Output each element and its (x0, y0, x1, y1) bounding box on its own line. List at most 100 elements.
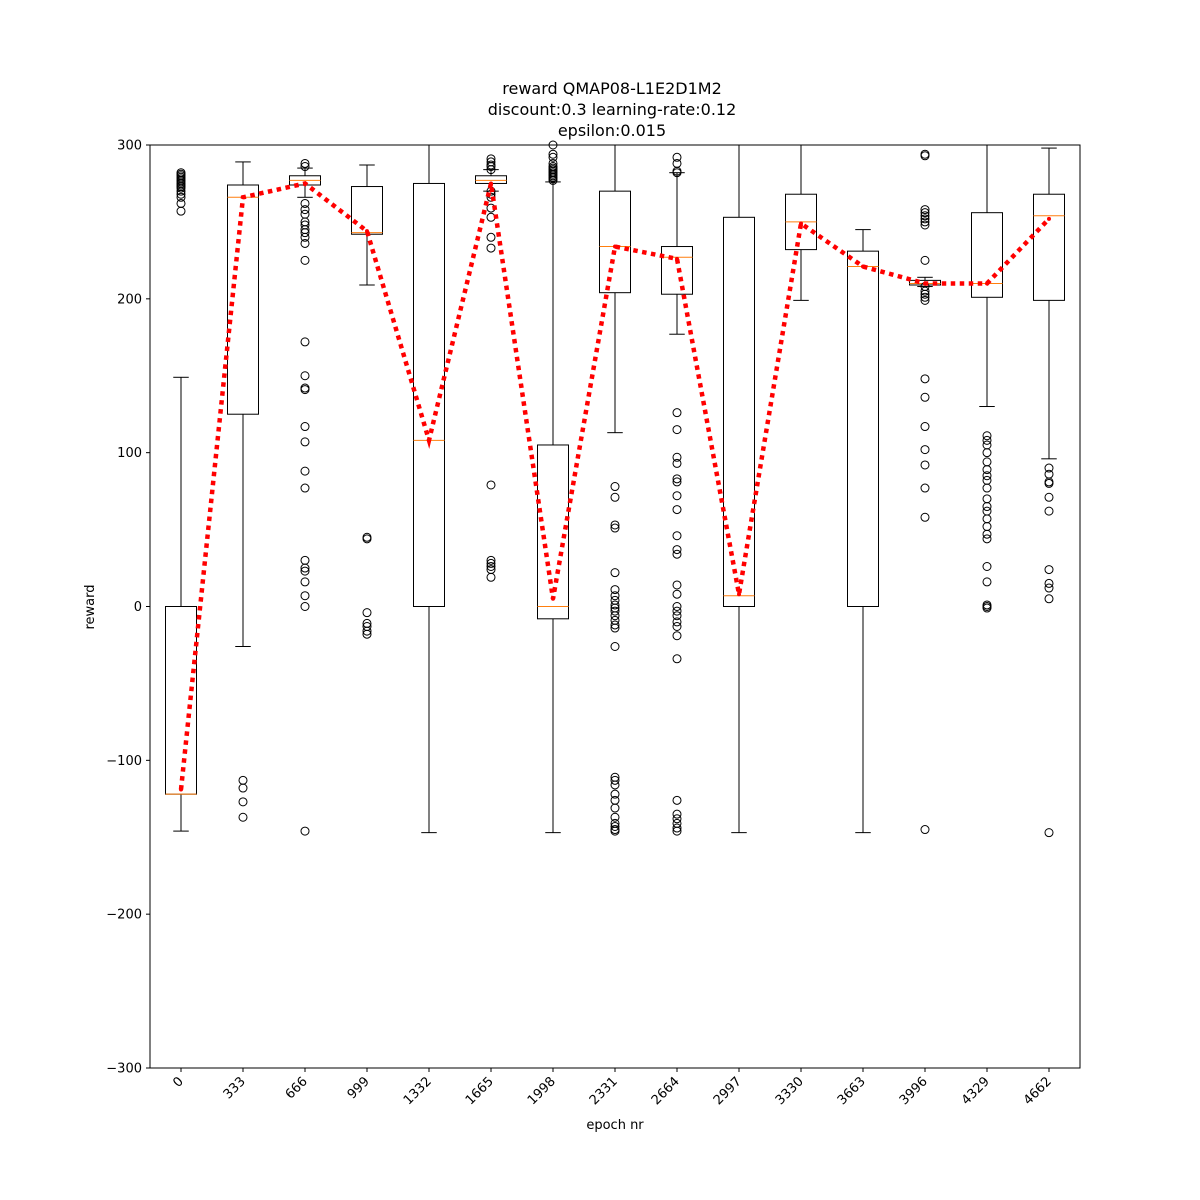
flier-point (610, 826, 620, 836)
flier-point (362, 534, 372, 544)
flier-point (672, 654, 682, 664)
flier-point (1044, 478, 1054, 488)
y-tick-label: 200 (117, 292, 142, 307)
flier-point (672, 474, 682, 484)
flier-point (1044, 578, 1054, 588)
flier-point (300, 437, 310, 447)
flier-point (672, 168, 682, 178)
mean-point (737, 592, 741, 597)
flier-point (610, 641, 620, 651)
flier-point (300, 162, 310, 172)
flier-point (300, 566, 310, 576)
mean-point (303, 181, 307, 186)
flier-point (920, 286, 930, 296)
mean-point (613, 244, 617, 249)
flier-point (300, 205, 310, 215)
flier-point (238, 797, 248, 807)
flier-point (1044, 565, 1054, 575)
flier-point (672, 452, 682, 462)
flier-point (548, 149, 558, 159)
mean-point (861, 264, 865, 269)
flier-point (610, 606, 620, 616)
flier-point (300, 422, 310, 432)
flier-point (300, 591, 310, 601)
flier-point (672, 580, 682, 590)
box-iqr (599, 190, 631, 294)
box-iqr (1033, 193, 1065, 301)
flier-point (610, 620, 620, 630)
flier-point (238, 783, 248, 793)
flier-point (300, 385, 310, 395)
mean-point (241, 195, 245, 200)
flier-point (920, 512, 930, 522)
chart-title: reward QMAP08-L1E2D1M2 discount:0.3 lear… (488, 79, 737, 140)
flier-point (610, 780, 620, 790)
flier-point (610, 623, 620, 633)
y-tick-label: −300 (106, 1062, 142, 1077)
flier-point (486, 165, 496, 175)
y-axis: −300 −200 −100 0 100 200 300 (106, 139, 150, 1077)
mean-point (489, 181, 493, 186)
flier-point (672, 477, 682, 487)
flier-point (610, 591, 620, 601)
flier-point (982, 465, 992, 475)
flier-point (982, 502, 992, 512)
flier-point (1044, 463, 1054, 473)
flier-point (672, 152, 682, 162)
flier-point (548, 152, 558, 162)
flier-point (672, 795, 682, 805)
flier-point (982, 431, 992, 441)
flier-point (672, 425, 682, 435)
flier-point (982, 534, 992, 544)
box-1332 (413, 144, 445, 834)
flier-point (982, 603, 992, 613)
mean-point (1047, 216, 1051, 221)
flier-point (672, 458, 682, 468)
flier-point (982, 529, 992, 539)
flier-point (300, 466, 310, 476)
flier-point (920, 208, 930, 218)
box-1665 (475, 154, 507, 582)
flier-point (920, 374, 930, 384)
box-0 (165, 168, 197, 832)
flier-point (610, 523, 620, 533)
title-line-2: discount:0.3 learning-rate:0.12 (488, 100, 737, 119)
mean-line (178, 181, 1051, 790)
flier-point (920, 214, 930, 224)
flier-point (672, 602, 682, 611)
flier-point (1044, 583, 1054, 593)
y-tick-label: 100 (117, 446, 142, 461)
box-4662 (1033, 147, 1065, 838)
mean-point (551, 596, 555, 601)
box-2664 (661, 152, 693, 836)
flier-point (672, 823, 682, 833)
flier-point (672, 408, 682, 418)
flier-point (610, 812, 620, 822)
flier-point (362, 629, 372, 639)
flier-point (300, 563, 310, 573)
flier-point (672, 589, 682, 599)
flier-point (610, 585, 620, 595)
flier-point (982, 483, 992, 493)
flier-point (610, 803, 620, 813)
flier-point (982, 577, 992, 587)
mean-point (179, 787, 183, 792)
flier-point (672, 606, 682, 616)
flier-point (672, 814, 682, 824)
flier-point (610, 821, 620, 831)
flier-point (1044, 594, 1054, 604)
flier-point (672, 531, 682, 541)
flier-point (486, 480, 496, 490)
flier-point (548, 175, 558, 185)
flier-point (610, 611, 620, 621)
flier-point (300, 826, 310, 836)
box-4329 (971, 144, 1003, 613)
mean-series-layer (178, 181, 1051, 792)
flier-point (300, 198, 310, 208)
flier-point (920, 211, 930, 221)
box-iqr (227, 184, 259, 415)
flier-point (672, 505, 682, 515)
flier-point (176, 198, 186, 208)
flier-point (238, 812, 248, 822)
flier-point (300, 483, 310, 493)
